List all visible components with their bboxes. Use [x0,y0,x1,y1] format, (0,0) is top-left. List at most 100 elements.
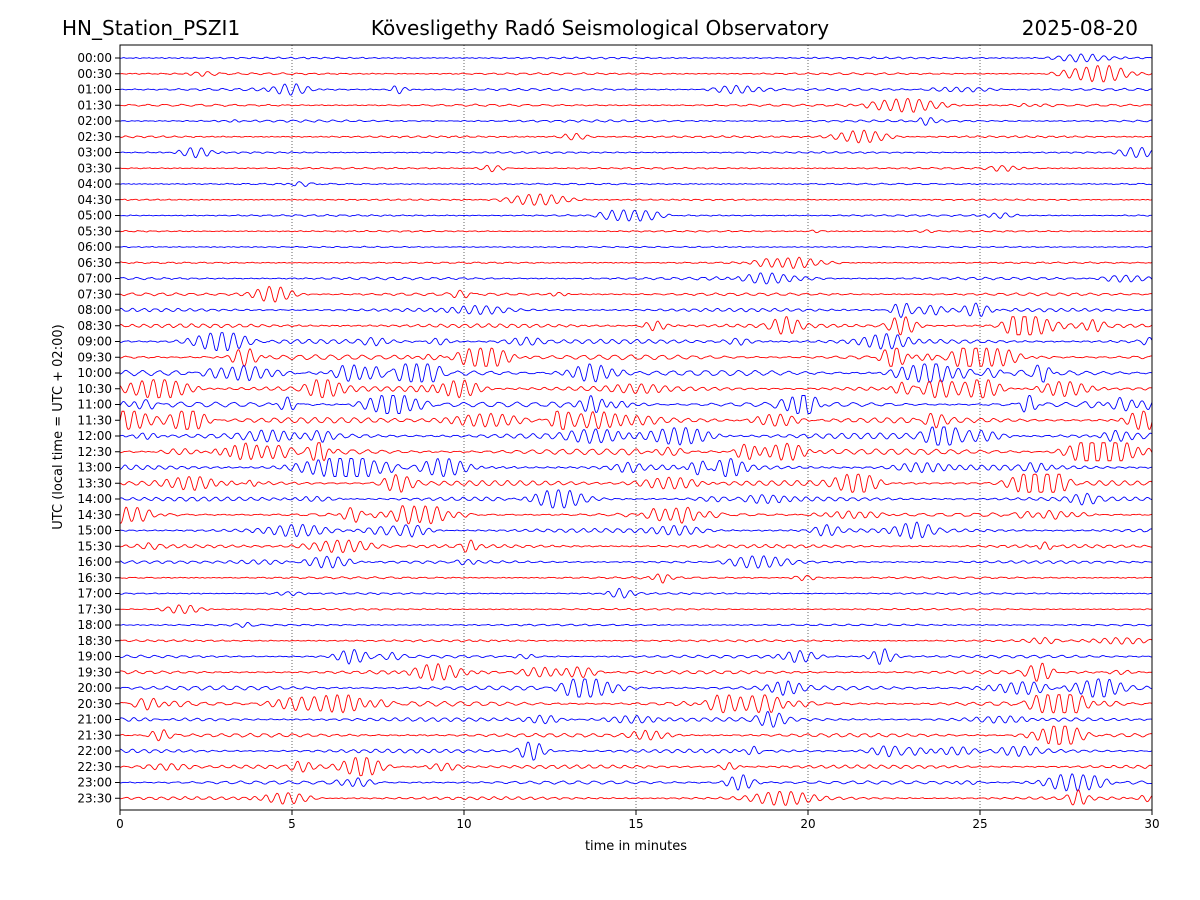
x-axis: 0 5 10 15 20 25 30 [116,810,1160,831]
y-tick-label: 05:00 [77,209,112,223]
trace-1030 [119,379,1153,399]
y-tick-label: 11:00 [77,398,112,412]
station-name: HN_Station_PSZI1 [62,16,241,40]
y-tick-label: 04:00 [77,177,112,191]
trace-0800 [119,302,1153,319]
trace-1800 [119,621,1153,628]
x-axis-title: time in minutes [585,839,687,854]
y-tick-label: 22:00 [77,744,112,758]
trace-0430 [119,193,1153,206]
y-tick-label: 19:00 [77,650,112,664]
trace-0530 [119,229,1153,234]
y-tick-label: 12:30 [77,445,112,459]
trace-1530 [119,539,1153,554]
trace-0730 [119,285,1153,303]
trace-1100 [119,395,1153,414]
y-tick-label: 20:30 [77,697,112,711]
trace-0000 [119,53,1153,63]
grid-lines [291,45,981,810]
y-tick-label: 01:00 [77,83,112,97]
trace-1700 [119,587,1153,599]
y-tick-label: 18:30 [77,634,112,648]
trace-1330 [119,473,1153,493]
trace-0330 [119,164,1153,173]
y-tick-label: 15:30 [77,539,112,553]
y-tick-label: 23:30 [77,791,112,805]
y-tick-label: 03:30 [77,161,112,175]
y-tick-label: 17:00 [77,587,112,601]
trace-0930 [119,347,1153,367]
y-tick-label: 14:00 [77,492,112,506]
x-tick-label: 5 [288,817,296,831]
trace-1200 [119,426,1153,446]
chart-title: Kövesligethy Radó Seismological Observat… [370,16,830,40]
trace-0900 [119,332,1153,351]
y-tick-label: 23:00 [77,776,112,790]
trace-1130 [119,410,1153,430]
y-tick-label: 15:00 [77,524,112,538]
y-tick-label: 06:30 [77,256,112,270]
trace-0500 [119,209,1153,222]
y-tick-label: 09:30 [77,350,112,364]
y-tick-label: 05:30 [77,224,112,238]
trace-2100 [119,710,1153,728]
trace-1900 [119,648,1153,665]
y-axis-title: UTC (local time = UTC + 02:00) [51,324,66,529]
x-tick-label: 20 [800,817,815,831]
y-tick-label: 01:30 [77,98,112,112]
y-tick-label: 16:00 [77,555,112,569]
chart-date: 2025-08-20 [1021,16,1138,40]
y-tick-label: 13:00 [77,461,112,475]
x-tick-label: 0 [116,817,124,831]
trace-2000 [119,678,1153,698]
trace-2330 [119,789,1153,806]
y-tick-label: 19:30 [77,665,112,679]
trace-0400 [119,181,1153,187]
trace-1500 [119,521,1153,540]
trace-1400 [119,489,1153,509]
trace-2130 [119,725,1153,745]
trace-1600 [119,555,1153,569]
trace-0300 [119,146,1153,159]
y-tick-label: 03:00 [77,146,112,160]
y-tick-label: 09:00 [77,335,112,349]
y-tick-label: 11:30 [77,413,112,427]
trace-0630 [119,256,1153,269]
trace-1930 [119,662,1153,682]
y-tick-label: 16:30 [77,571,112,585]
trace-0230 [119,129,1153,144]
trace-0830 [119,316,1153,336]
trace-1300 [119,458,1153,477]
trace-2230 [119,757,1153,777]
y-tick-label: 06:00 [77,240,112,254]
y-tick-label: 12:00 [77,429,112,443]
y-tick-label: 14:30 [77,508,112,522]
y-tick-label: 10:00 [77,366,112,380]
y-tick-label: 04:30 [77,193,112,207]
y-tick-label: 10:30 [77,382,112,396]
trace-1430 [119,505,1153,525]
y-tick-label: 17:30 [77,602,112,616]
trace-0700 [119,272,1153,285]
trace-0130 [119,97,1153,113]
y-tick-label: 07:00 [77,272,112,286]
trace-1230 [119,442,1153,462]
y-tick-label: 18:00 [77,618,112,632]
x-tick-label: 25 [972,817,987,831]
x-tick-label: 30 [1144,817,1159,831]
y-tick-label: 02:00 [77,114,112,128]
y-tick-label: 00:30 [77,67,112,81]
trace-1730 [119,604,1153,614]
trace-1000 [119,363,1153,383]
trace-0100 [119,83,1153,96]
y-tick-label: 22:30 [77,760,112,774]
trace-0200 [119,117,1153,126]
trace-0600 [119,245,1153,249]
x-tick-label: 15 [628,817,643,831]
trace-lines [119,53,1153,806]
x-tick-label: 10 [456,817,471,831]
trace-2300 [119,773,1153,792]
trace-1830 [119,636,1153,645]
